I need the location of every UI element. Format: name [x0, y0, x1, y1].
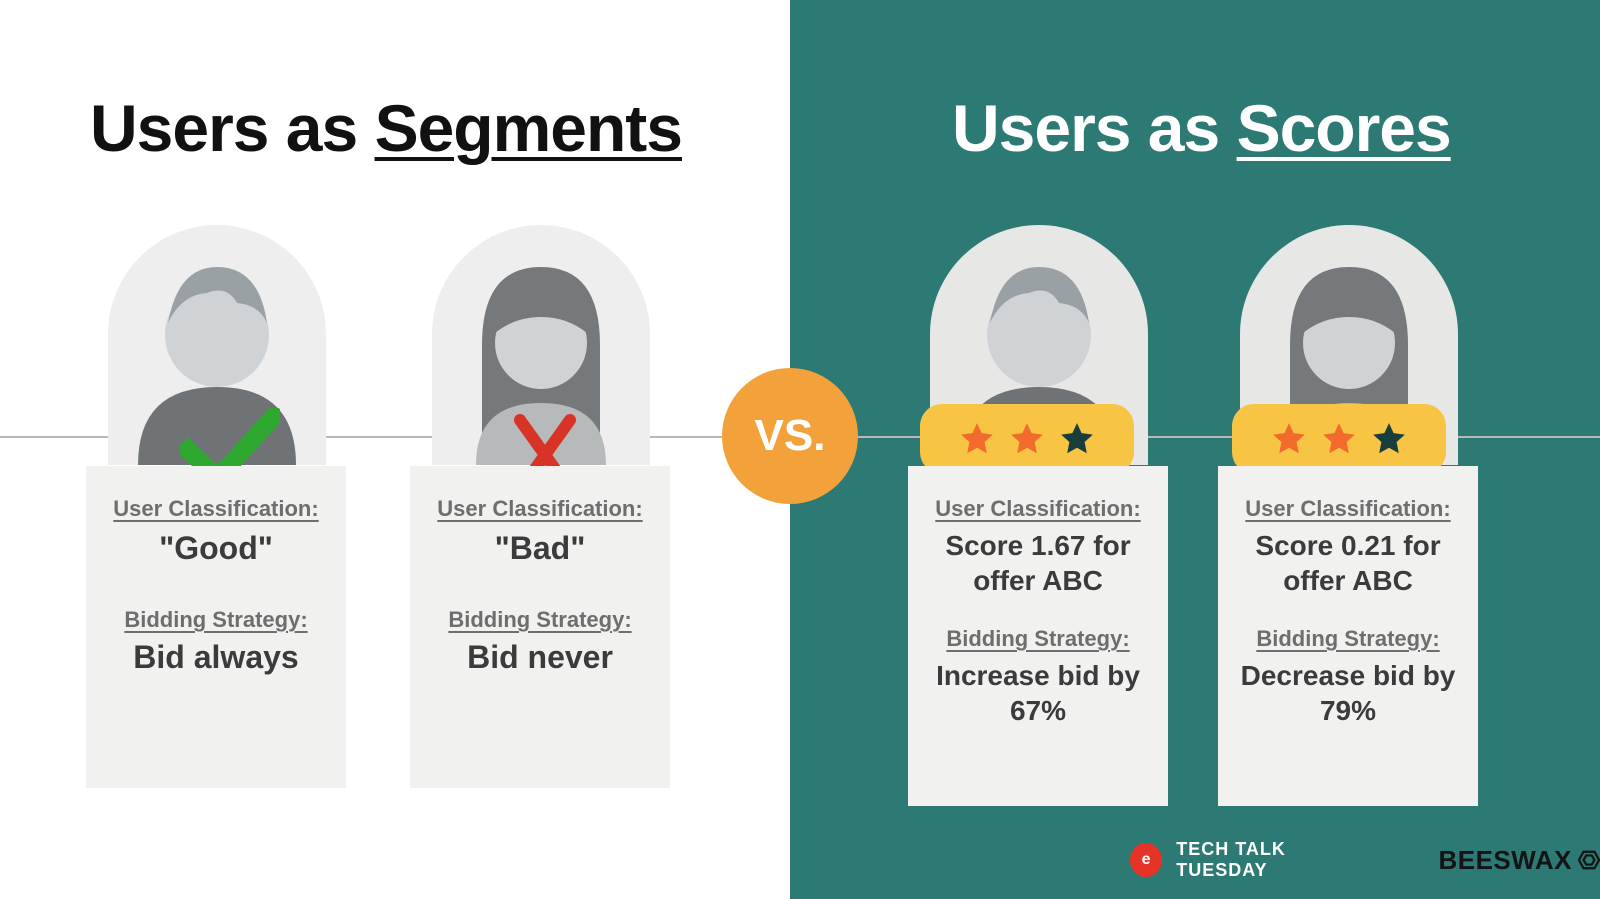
class-label: User Classification: [100, 496, 332, 522]
strategy-label: Bidding Strategy: [424, 607, 656, 633]
heading-left-underlined: Segments [375, 91, 682, 165]
heading-left: Users as Segments [90, 90, 682, 166]
beeswax-text: BEESWAX [1438, 845, 1572, 876]
strategy-label: Bidding Strategy: [100, 607, 332, 633]
class-label: User Classification: [1232, 496, 1464, 522]
star-icon [958, 420, 996, 458]
star-icon [1058, 420, 1096, 458]
star-icon [1320, 420, 1358, 458]
class-value: Score 0.21 for offer ABC [1232, 528, 1464, 598]
strategy-value: Increase bid by 67% [922, 658, 1154, 728]
star-icon [1270, 420, 1308, 458]
heading-right-prefix: Users as [952, 91, 1237, 165]
slide-root: Users as Segments Users as Scores VS. Us… [0, 0, 1600, 899]
vs-label: VS. [755, 411, 826, 461]
strategy-value: Bid never [424, 639, 656, 676]
class-label: User Classification: [922, 496, 1154, 522]
heading-right: Users as Scores [952, 90, 1451, 166]
rating-bubble [1232, 404, 1446, 474]
beeswax-logo: BEESWAX [1438, 845, 1600, 876]
score-card: User Classification: Score 1.67 for offe… [908, 466, 1168, 806]
heading-left-prefix: Users as [90, 91, 375, 165]
techtalk-badge-icon: e [1130, 843, 1162, 877]
star-icon [1008, 420, 1046, 458]
heading-right-underlined: Scores [1237, 91, 1451, 165]
footer: e TECH TALK TUESDAY BEESWAX [1130, 839, 1600, 881]
class-value: "Bad" [424, 530, 656, 567]
strategy-value: Bid always [100, 639, 332, 676]
hex-icon [1578, 849, 1600, 871]
strategy-label: Bidding Strategy: [1232, 626, 1464, 652]
rating-bubble [920, 404, 1134, 474]
class-label: User Classification: [424, 496, 656, 522]
vs-badge: VS. [722, 368, 858, 504]
segment-card: User Classification: "Bad" Bidding Strat… [410, 466, 670, 788]
class-value: Score 1.67 for offer ABC [922, 528, 1154, 598]
strategy-value: Decrease bid by 79% [1232, 658, 1464, 728]
techtalk-label: TECH TALK TUESDAY [1176, 839, 1372, 881]
score-card: User Classification: Score 0.21 for offe… [1218, 466, 1478, 806]
class-value: "Good" [100, 530, 332, 567]
star-icon [1370, 420, 1408, 458]
segment-card: User Classification: "Good" Bidding Stra… [86, 466, 346, 788]
techtalk-badge-glyph: e [1142, 851, 1151, 869]
strategy-label: Bidding Strategy: [922, 626, 1154, 652]
